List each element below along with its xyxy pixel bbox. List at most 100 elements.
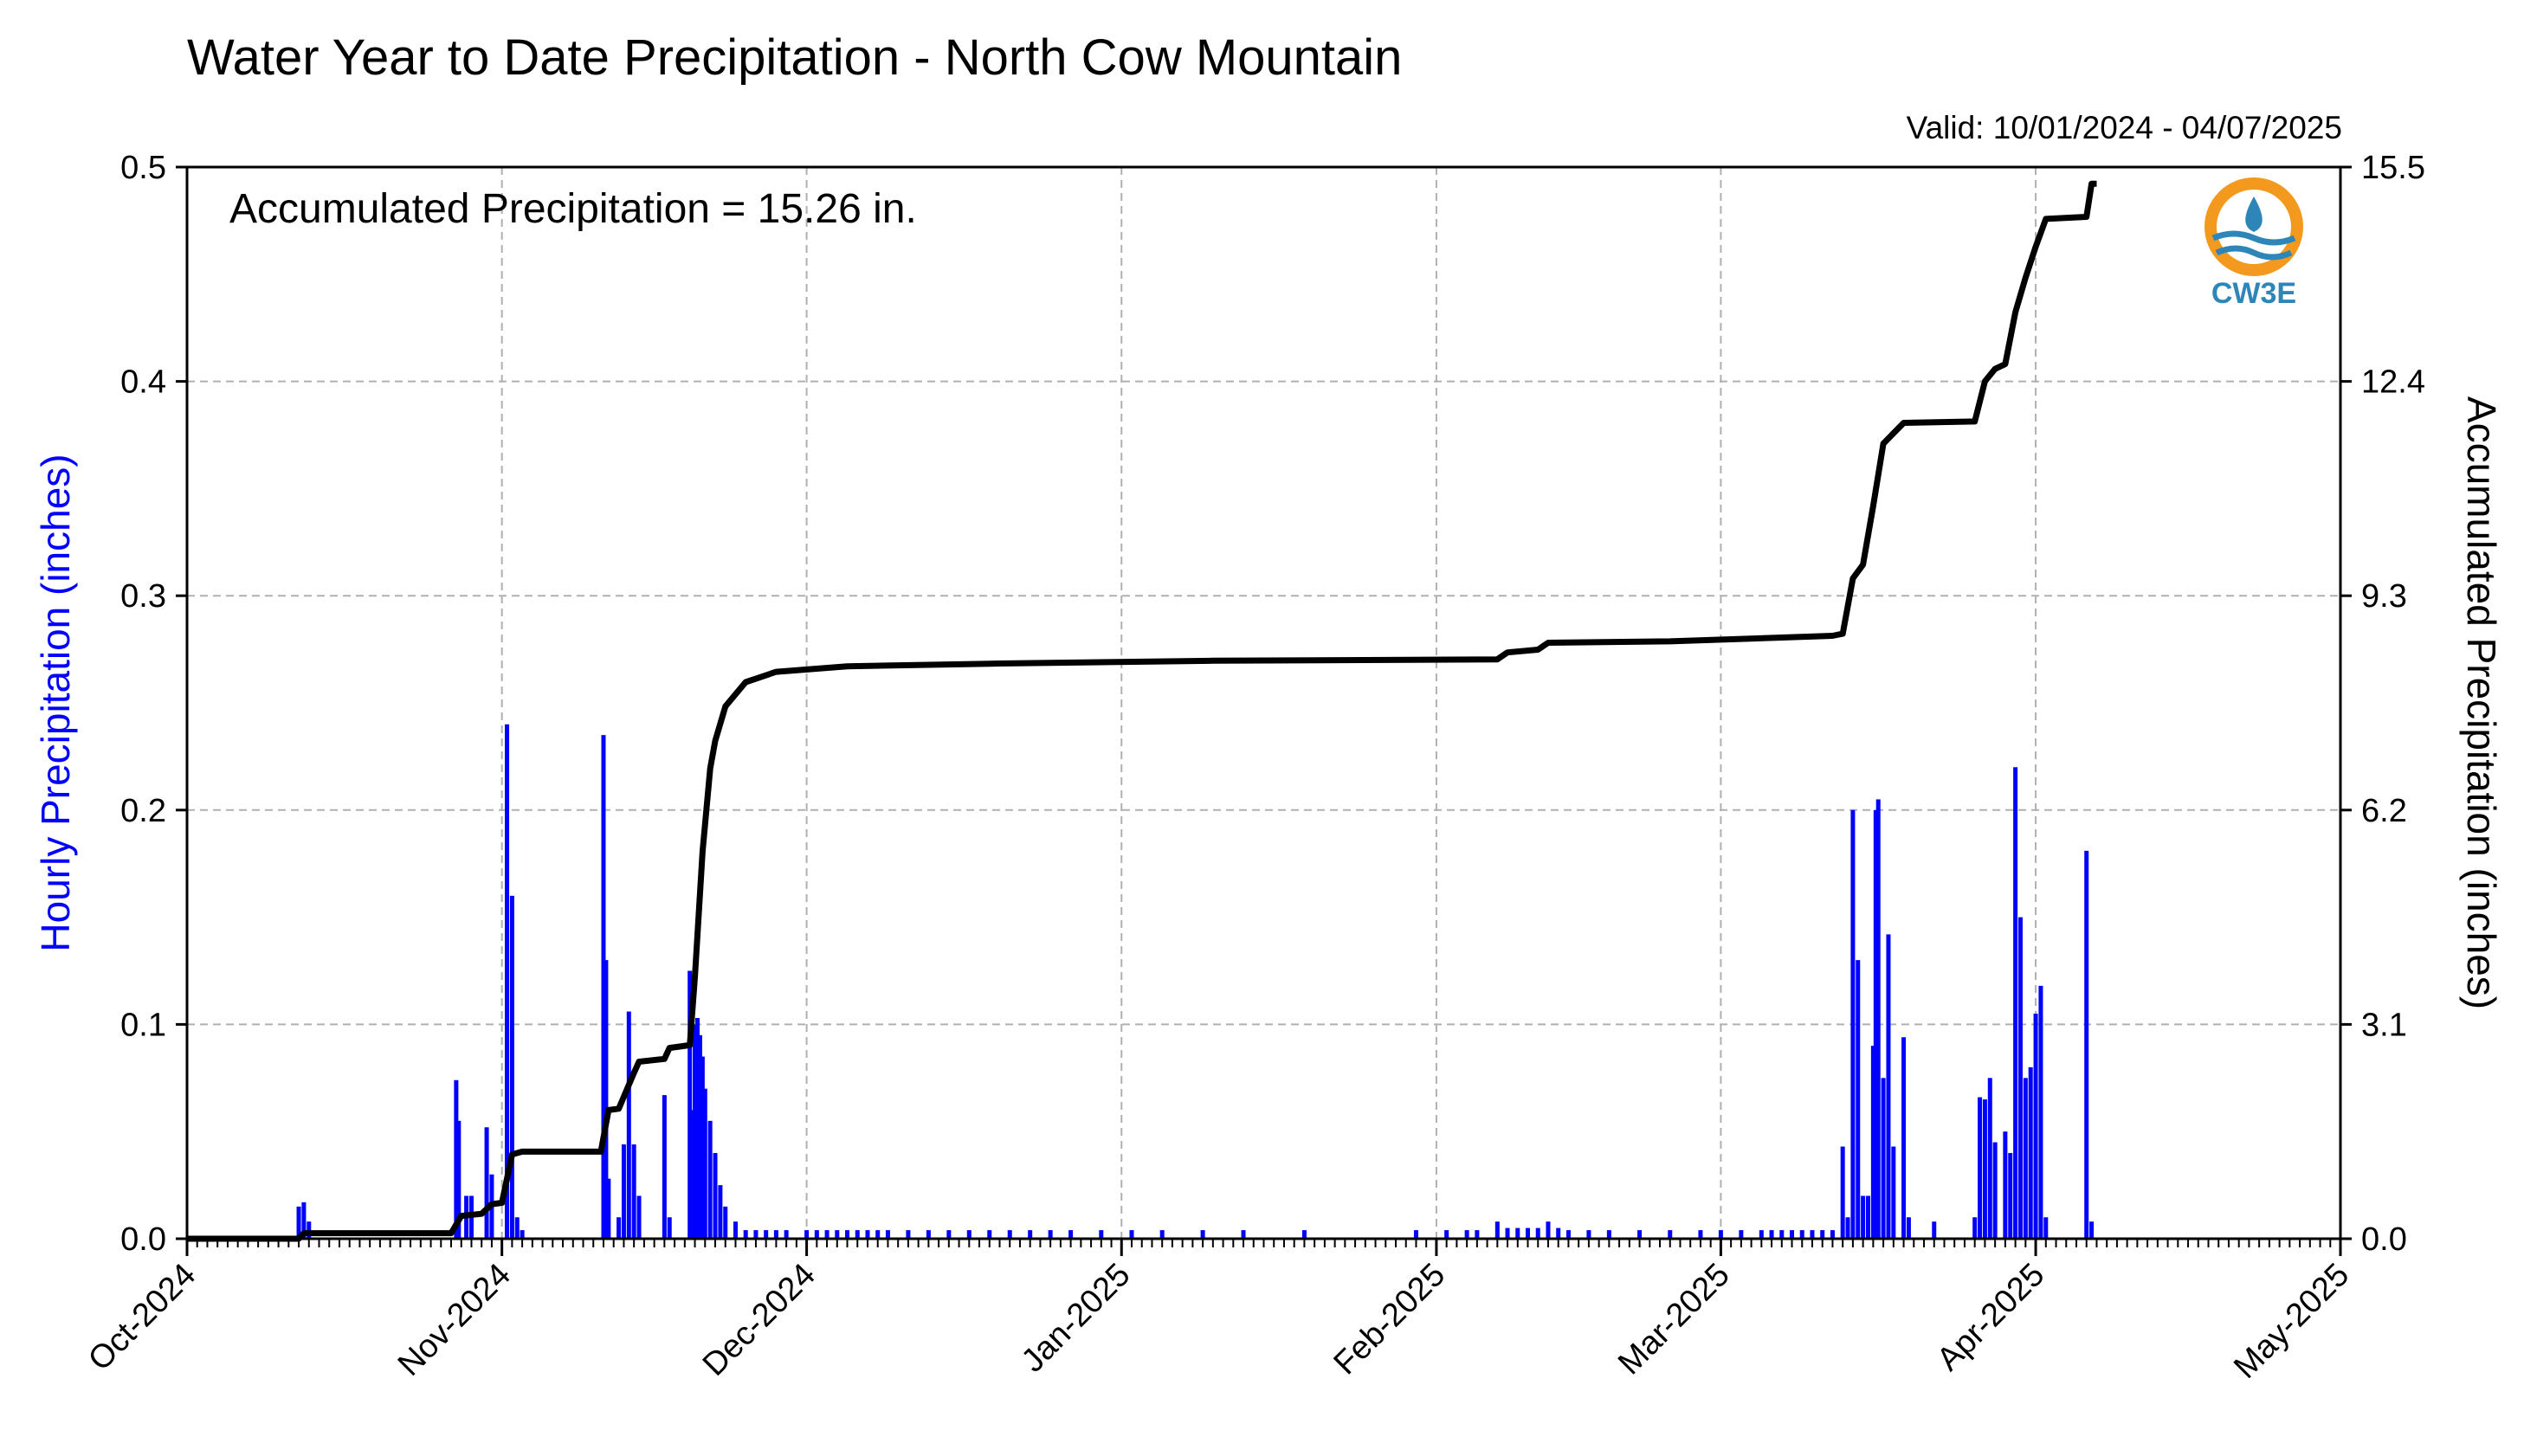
hourly-bar: [906, 1230, 911, 1239]
hourly-bar: [723, 1206, 728, 1239]
hourly-bar: [484, 1127, 489, 1239]
logo-text: CW3E: [2211, 277, 2296, 310]
hourly-bar: [1301, 1230, 1307, 1239]
hourly-bar: [616, 1217, 622, 1239]
hourly-bar: [1718, 1230, 1723, 1239]
right-axis-label: Accumulated Precipitation (inches): [2459, 396, 2504, 1009]
left-y-axis: 0.0 0.1 0.2 0.3 0.4 0.5: [120, 150, 187, 1258]
logo-drop-icon: [2245, 196, 2263, 232]
hourly-bar: [700, 1056, 705, 1239]
hourly-bar: [1982, 1099, 1987, 1239]
hourly-bar: [865, 1230, 870, 1239]
hourly-bar: [1901, 1037, 1907, 1239]
hourly-bar: [764, 1230, 769, 1239]
hourly-bar: [1886, 934, 1891, 1239]
hourly-bar: [514, 1217, 520, 1239]
hourly-bar: [733, 1221, 738, 1239]
hourly-bar: [1850, 809, 1856, 1239]
logo-wave-2-icon: [2215, 245, 2293, 261]
hourly-bar: [753, 1230, 758, 1239]
hourly-bar: [2013, 767, 2018, 1239]
hourly-bar: [743, 1230, 748, 1239]
hourly-bar: [1068, 1230, 1074, 1239]
hourly-bar: [1739, 1230, 1744, 1239]
hourly-bar: [1535, 1227, 1540, 1239]
hourly-bar: [1799, 1230, 1804, 1239]
hourly-bar: [1048, 1230, 1053, 1239]
hourly-bar: [773, 1230, 778, 1239]
hourly-bar: [1129, 1230, 1134, 1239]
hourly-bar: [1820, 1230, 1825, 1239]
hourly-bar: [1526, 1227, 1531, 1239]
hourly-bar: [1759, 1230, 1764, 1239]
hourly-bar: [784, 1230, 789, 1239]
hourly-bar: [454, 1079, 459, 1239]
hourly-bar: [1099, 1230, 1104, 1239]
hourly-bar: [1606, 1230, 1611, 1239]
hourly-bar: [1668, 1230, 1673, 1239]
right-tick-label: 3.1: [2361, 1007, 2407, 1043]
cw3e-logo: CW3E: [2204, 177, 2303, 310]
hourly-bar: [1875, 799, 1881, 1239]
hourly-bar: [702, 1088, 707, 1239]
hourly-bar: [946, 1230, 952, 1239]
right-tick-label: 9.3: [2361, 578, 2407, 615]
hourly-bar: [824, 1230, 829, 1239]
hourly-bar: [804, 1230, 810, 1239]
hourly-bar: [1413, 1230, 1418, 1239]
hourly-bar: [1840, 1146, 1845, 1239]
hourly-bar: [509, 895, 514, 1239]
hourly-bar: [1866, 1195, 1871, 1239]
hourly-bar: [1906, 1217, 1911, 1239]
hourly-bar: [987, 1230, 992, 1239]
logo-ring-icon: [2204, 177, 2303, 276]
hourly-bar: [707, 1120, 713, 1239]
hourly-bar: [1790, 1230, 1795, 1239]
hourly-bar: [2038, 985, 2043, 1239]
hourly-bar: [718, 1185, 723, 1239]
hourly-bar: [1987, 1078, 1992, 1239]
hourly-bar: [1845, 1217, 1850, 1239]
hourly-bar: [2028, 1066, 2033, 1239]
hourly-bar: [636, 1195, 642, 1239]
hourly-bar: [301, 1202, 307, 1239]
left-tick-label: 0.4: [120, 364, 166, 401]
left-tick-label: 0.0: [120, 1221, 166, 1258]
left-tick-label: 0.5: [120, 150, 166, 186]
hourly-bar: [926, 1230, 931, 1239]
hourly-bar: [505, 724, 510, 1239]
hourly-bar: [2084, 850, 2089, 1239]
hourly-bar: [296, 1206, 301, 1239]
right-tick-label: 0.0: [2361, 1221, 2407, 1258]
hourly-bar: [1978, 1097, 1983, 1239]
hourly-bar: [1637, 1230, 1643, 1239]
left-tick-label: 0.3: [120, 578, 166, 615]
hourly-bar: [1475, 1230, 1480, 1239]
hourly-bar: [835, 1230, 840, 1239]
hourly-bar: [814, 1230, 819, 1239]
hourly-bar: [2008, 1152, 2013, 1239]
hourly-bar: [687, 970, 693, 1239]
hourly-bar: [626, 1011, 631, 1239]
hourly-bar: [601, 735, 606, 1239]
left-tick-label: 0.2: [120, 793, 166, 829]
hourly-bar: [631, 1144, 636, 1239]
hourly-bar: [1241, 1230, 1246, 1239]
hourly-bar: [1515, 1227, 1520, 1239]
hourly-bar: [520, 1230, 525, 1239]
hourly-bar: [1159, 1230, 1165, 1239]
hourly-bar: [1505, 1227, 1510, 1239]
right-y-axis: 0.0 3.1 6.2 9.3 12.4 15.5: [2340, 150, 2425, 1258]
valid-date-range: Valid: 10/01/2024 - 04/07/2025: [1907, 110, 2342, 145]
hourly-bar: [693, 1024, 698, 1239]
hourly-bar: [606, 1178, 611, 1239]
hourly-bar: [1494, 1221, 1500, 1239]
hourly-bar: [1861, 1195, 1866, 1239]
hourly-bar: [690, 1110, 695, 1239]
hourly-bar: [1556, 1227, 1561, 1239]
left-axis-label: Hourly Precipitation (inches): [33, 454, 78, 951]
hourly-bar: [1810, 1230, 1815, 1239]
right-tick-label: 6.2: [2361, 793, 2407, 829]
hourly-bar: [2033, 1014, 2038, 1239]
